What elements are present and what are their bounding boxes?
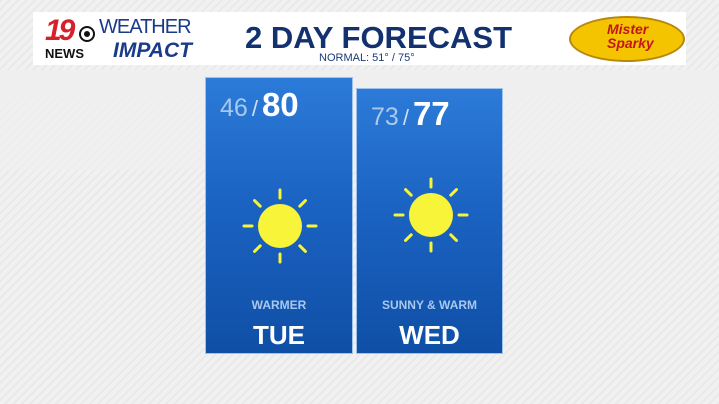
condition: SUNNY & WARM (381, 298, 478, 312)
temperatures: 73/77 (371, 95, 450, 133)
day-label: WED (399, 320, 460, 350)
page-title: 2 DAY FORECAST (245, 20, 513, 55)
sun-icon (242, 188, 318, 264)
low-temp: 46 (220, 94, 248, 122)
condition: WARMER (251, 298, 307, 312)
forecast-day-tue: 46/80 WARMER TUE (205, 77, 353, 354)
cbs-eye-icon (79, 26, 95, 42)
sun-icon (393, 177, 469, 253)
brand-top: WEATHER (99, 16, 192, 38)
low-temp: 73 (371, 103, 399, 131)
separator: / (251, 96, 258, 121)
network-label: NEWS (45, 46, 84, 61)
high-temp: 80 (261, 86, 299, 123)
header-bar: 19 NEWS WEATHER IMPACT 2 DAY FORECAST NO… (33, 12, 686, 65)
temperatures: 46/80 (220, 86, 299, 124)
forecast-day-wed: 73/77 SUNNY & WARM WED (356, 88, 503, 354)
normal-temps: NORMAL: 51° / 75° (319, 52, 415, 64)
day-label: TUE (253, 320, 305, 350)
high-temp: 77 (412, 95, 450, 132)
sponsor-logo: Mister Sparky (569, 16, 685, 62)
brand-bottom: IMPACT (113, 39, 192, 62)
separator: / (402, 105, 409, 130)
station-logo: 19 (45, 14, 75, 47)
